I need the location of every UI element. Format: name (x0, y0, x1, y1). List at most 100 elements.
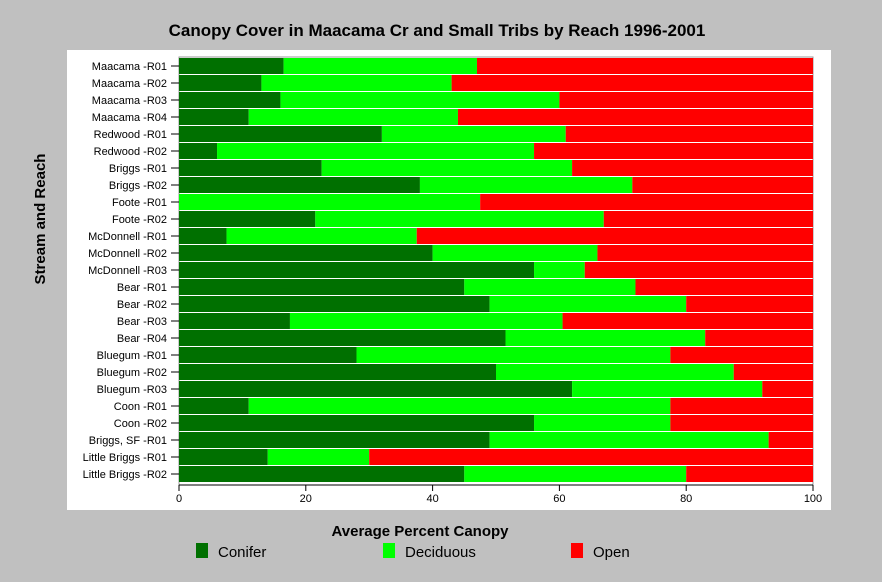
legend-swatch-open (571, 543, 583, 558)
category-label: Maacama -R03 (92, 95, 167, 107)
category-label: Little Briggs -R01 (83, 452, 167, 464)
bar-open-21 (670, 415, 813, 431)
bar-conifer-24 (179, 466, 465, 482)
bar-open-12 (584, 262, 813, 278)
bar-open-11 (597, 245, 813, 261)
category-label: Bear -R02 (117, 299, 167, 311)
bar-deciduous-2 (280, 92, 560, 108)
bar-deciduous-8 (179, 194, 481, 210)
bar-conifer-15 (179, 313, 290, 329)
bar-deciduous-16 (505, 330, 706, 346)
bar-conifer-20 (179, 398, 249, 414)
bar-deciduous-3 (248, 109, 458, 125)
category-label: Maacama -R02 (92, 78, 167, 90)
bar-open-4 (565, 126, 813, 142)
bar-open-3 (457, 109, 813, 125)
bar-open-0 (476, 58, 813, 74)
bar-conifer-11 (179, 245, 433, 261)
bar-deciduous-11 (432, 245, 598, 261)
category-label: Redwood -R02 (94, 146, 167, 158)
category-label: Briggs, SF -R01 (89, 435, 167, 447)
x-tick-label: 20 (300, 493, 312, 505)
bar-open-15 (562, 313, 813, 329)
bar-deciduous-1 (261, 75, 452, 91)
y-axis-title: Stream and Reach (32, 154, 49, 285)
bar-deciduous-17 (356, 347, 671, 363)
category-label: Redwood -R01 (94, 129, 167, 141)
bar-deciduous-13 (464, 279, 636, 295)
bar-conifer-7 (179, 177, 420, 193)
legend-swatch-conifer (196, 543, 208, 558)
bar-open-8 (480, 194, 813, 210)
bar-deciduous-18 (496, 364, 734, 380)
category-label: McDonnell -R03 (88, 265, 167, 277)
bar-conifer-13 (179, 279, 465, 295)
x-tick-label: 80 (680, 493, 692, 505)
bar-open-10 (416, 228, 813, 244)
bar-conifer-14 (179, 296, 490, 312)
category-label: Bear -R03 (117, 316, 167, 328)
bar-open-6 (572, 160, 813, 176)
bar-open-7 (632, 177, 813, 193)
bar-deciduous-0 (283, 58, 477, 74)
bar-conifer-10 (179, 228, 227, 244)
bar-deciduous-21 (534, 415, 671, 431)
category-label: Little Briggs -R02 (83, 469, 167, 481)
bar-deciduous-6 (321, 160, 573, 176)
bar-open-23 (369, 449, 813, 465)
bar-open-2 (559, 92, 813, 108)
category-label: Maacama -R01 (92, 61, 167, 73)
bar-conifer-1 (179, 75, 262, 91)
bar-open-20 (670, 398, 813, 414)
bar-conifer-0 (179, 58, 284, 74)
bar-conifer-4 (179, 126, 382, 142)
bar-open-14 (686, 296, 813, 312)
legend-swatch-deciduous (383, 543, 395, 558)
bar-deciduous-19 (572, 381, 763, 397)
bar-open-19 (762, 381, 813, 397)
category-labels: Maacama -R01 Maacama -R02 Maacama -R03 Maac… (83, 61, 179, 481)
bar-deciduous-12 (534, 262, 585, 278)
x-tick-label: 40 (426, 493, 438, 505)
category-label: Foote -R01 (112, 197, 167, 209)
bar-conifer-19 (179, 381, 573, 397)
bar-deciduous-23 (267, 449, 370, 465)
bar-deciduous-5 (217, 143, 535, 159)
legend-label-deciduous: Deciduous (405, 544, 476, 561)
bar-deciduous-14 (489, 296, 687, 312)
bar-conifer-6 (179, 160, 322, 176)
category-label: Briggs -R01 (109, 163, 167, 175)
bar-open-17 (670, 347, 813, 363)
category-label: Coon -R02 (114, 418, 167, 430)
category-label: McDonnell -R01 (88, 231, 167, 243)
bar-deciduous-24 (464, 466, 687, 482)
legend-label-open: Open (593, 544, 630, 561)
legend: Conifer Deciduous Open (196, 543, 630, 561)
bar-conifer-21 (179, 415, 535, 431)
bar-open-22 (768, 432, 813, 448)
bars-group (179, 58, 813, 482)
category-label: Foote -R02 (112, 214, 167, 226)
category-label: Bear -R04 (117, 333, 167, 345)
category-label: Coon -R01 (114, 401, 167, 413)
category-label: McDonnell -R02 (88, 248, 167, 260)
bar-deciduous-15 (289, 313, 563, 329)
bar-open-13 (635, 279, 813, 295)
bar-conifer-22 (179, 432, 490, 448)
x-axis: 0 20 40 60 80 100 (176, 484, 822, 505)
bar-conifer-23 (179, 449, 268, 465)
bar-open-9 (603, 211, 813, 227)
x-tick-label: 60 (553, 493, 565, 505)
bar-conifer-12 (179, 262, 535, 278)
category-label: Bluegum -R03 (97, 384, 167, 396)
bar-conifer-2 (179, 92, 281, 108)
bar-open-18 (733, 364, 813, 380)
bar-conifer-5 (179, 143, 218, 159)
bar-open-16 (705, 330, 813, 346)
bar-conifer-3 (179, 109, 249, 125)
bar-deciduous-7 (419, 177, 633, 193)
bar-open-5 (534, 143, 813, 159)
bar-deciduous-20 (248, 398, 671, 414)
bar-open-24 (686, 466, 813, 482)
